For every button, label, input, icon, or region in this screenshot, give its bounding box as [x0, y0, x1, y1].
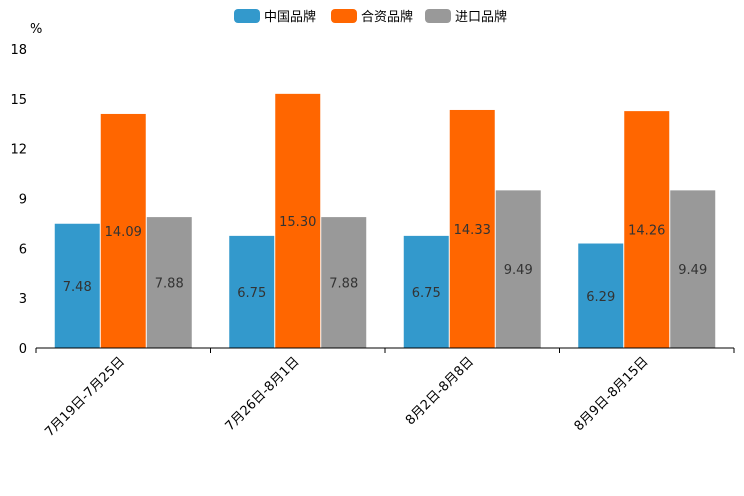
y-tick-label: 6: [19, 242, 27, 257]
x-tick-label: 7月19日-7月25日: [42, 354, 128, 440]
legend-swatch: [234, 9, 260, 23]
legend-label: 中国品牌: [264, 9, 316, 25]
data-label: 14.26: [628, 224, 665, 239]
bar: [275, 93, 321, 348]
data-label: 6.75: [412, 286, 441, 301]
x-axis: 7月19日-7月25日 7月26日-8月1日 8月2日-8月8日 8月9日-8月15日: [35, 347, 735, 440]
bar: [495, 190, 541, 348]
data-label: 6.75: [237, 286, 266, 301]
y-tick-label: 3: [19, 292, 27, 307]
y-tick-label: 18: [10, 43, 27, 58]
data-label: 9.49: [678, 263, 707, 278]
data-label: 15.30: [279, 215, 316, 230]
data-label: 7.48: [63, 280, 92, 295]
bar: [578, 243, 624, 348]
data-label: 7.88: [155, 277, 184, 292]
x-tick-label: 7月26日-8月1日: [223, 354, 303, 434]
x-tick-label: 8月2日-8月8日: [403, 354, 477, 428]
x-tick-label: 8月9日-8月15日: [572, 354, 652, 434]
data-label: 7.88: [329, 277, 358, 292]
y-tick-label: 0: [19, 342, 27, 357]
bar: [321, 217, 367, 348]
y-tick-label: 12: [10, 143, 27, 158]
legend-swatch: [331, 9, 357, 23]
data-label: 14.09: [105, 225, 142, 240]
bar: [54, 223, 100, 348]
data-label: 6.29: [586, 290, 615, 305]
legend-label: 进口品牌: [455, 9, 507, 25]
bar: [403, 235, 449, 348]
bar: [449, 109, 495, 349]
bar: [146, 217, 192, 348]
bars: 7.48 14.09 7.88 6.75 15.30 7.88 6.75 14.33 9.49 6…: [54, 93, 716, 349]
legend-label: 合资品牌: [361, 9, 413, 25]
bar: [100, 113, 146, 348]
bar: [229, 235, 275, 348]
y-axis: 0 3 6 9 12 15 18: [10, 43, 27, 357]
data-label: 14.33: [454, 223, 491, 238]
y-axis-unit-label: %: [30, 22, 42, 37]
legend: 中国品牌 合资品牌 进口品牌: [234, 9, 507, 25]
data-label: 9.49: [504, 263, 533, 278]
legend-swatch: [425, 9, 451, 23]
bar: [624, 111, 670, 349]
y-tick-label: 15: [10, 93, 27, 108]
bar: [670, 190, 716, 348]
y-tick-label: 9: [19, 193, 27, 208]
